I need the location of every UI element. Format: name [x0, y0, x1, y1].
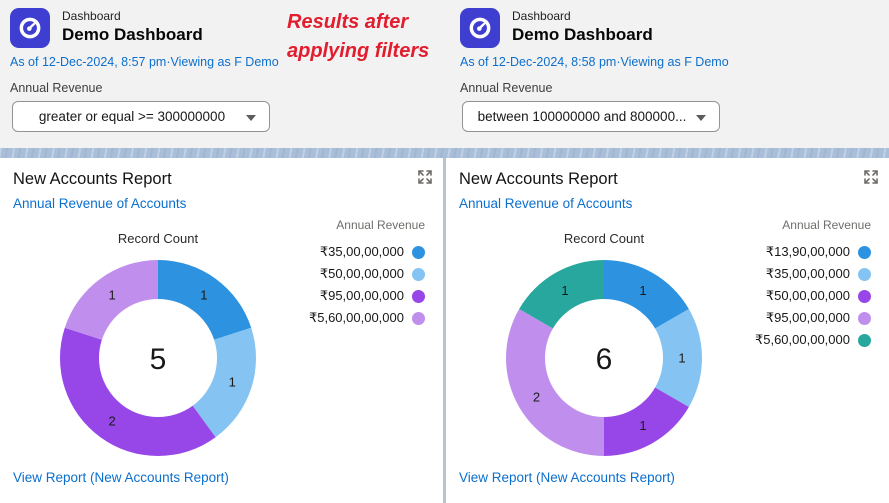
dropdown-selected-value: greater or equal >= 300000000 [38, 109, 226, 124]
segment-value-label: 1 [639, 283, 646, 298]
dropdown-selected-value: between 100000000 and 800000... [477, 109, 687, 124]
panels-row: New Accounts Report Annual Revenue of Ac… [0, 158, 889, 503]
annual-revenue-filter-dropdown[interactable]: greater or equal >= 300000000 [12, 101, 270, 132]
annotation-line2: applying filters [287, 40, 430, 62]
legend-label: ₹95,00,00,000 [319, 288, 404, 303]
dashboard-header-right: Dashboard Demo Dashboard As of 12-Dec-20… [460, 8, 889, 69]
donut-segment[interactable] [64, 260, 158, 340]
legend-color-dot [858, 333, 871, 347]
legend-item[interactable]: ₹35,00,00,000 [309, 241, 425, 263]
annotation-line1: Results after [287, 11, 409, 33]
segment-value-label: 1 [561, 283, 568, 298]
report-panel-left: New Accounts Report Annual Revenue of Ac… [0, 158, 443, 503]
chart-axis-title: Record Count [117, 231, 199, 246]
as-of-viewing-text[interactable]: As of 12-Dec-2024, 8:58 pm·Viewing as F … [460, 55, 729, 69]
chart-axis-title: Record Count [563, 231, 645, 246]
segment-value-label: 2 [533, 390, 540, 405]
dashboard-gauge-icon [10, 8, 50, 48]
segment-value-label: 1 [678, 351, 685, 366]
dashboard-title: Demo Dashboard [512, 25, 653, 44]
donut-segment[interactable] [604, 387, 689, 457]
legend-color-dot [412, 267, 425, 281]
donut-segment[interactable] [158, 260, 252, 340]
filter-header-area: Dashboard Demo Dashboard As of 12-Dec-20… [0, 0, 889, 148]
legend-item[interactable]: ₹13,90,00,000 [755, 241, 871, 263]
donut-segment[interactable] [655, 309, 702, 407]
legend-color-dot [858, 311, 871, 325]
filter-label: Annual Revenue [10, 81, 103, 95]
dashboard-title: Demo Dashboard [62, 25, 203, 44]
expand-icon[interactable] [863, 169, 879, 185]
legend-title: Annual Revenue [336, 218, 425, 232]
legend-color-dot [858, 245, 871, 259]
annual-revenue-filter-dropdown[interactable]: between 100000000 and 800000... [462, 101, 720, 132]
donut-segment[interactable] [519, 260, 604, 329]
legend-color-dot [412, 289, 425, 303]
report-subtitle-link[interactable]: Annual Revenue of Accounts [13, 196, 187, 211]
panel-divider [443, 158, 446, 503]
expand-icon[interactable] [417, 169, 433, 185]
donut-center-total: 6 [596, 343, 613, 376]
panel-title: New Accounts Report [13, 170, 172, 188]
legend-label: ₹13,90,00,000 [765, 244, 850, 259]
view-report-link[interactable]: View Report (New Accounts Report) [459, 470, 675, 485]
donut-chart: 1 1 2 1 5 [60, 260, 256, 456]
chart-legend: Annual Revenue ₹13,90,00,000 ₹35,00,00,00… [755, 218, 871, 351]
donut-chart: 1 1 1 2 1 6 [506, 260, 702, 457]
dashboard-background-strip [0, 148, 889, 158]
legend-color-dot [858, 289, 871, 303]
legend-label: ₹5,60,00,00,000 [754, 332, 850, 347]
segment-value-label: 2 [109, 414, 116, 429]
segment-value-label: 1 [639, 418, 646, 433]
legend-title: Annual Revenue [782, 218, 871, 232]
as-of-viewing-text[interactable]: As of 12-Dec-2024, 8:57 pm·Viewing as F … [10, 55, 279, 69]
legend-label: ₹50,00,00,000 [319, 266, 404, 281]
segment-value-label: 1 [200, 287, 207, 302]
legend-item[interactable]: ₹5,60,00,00,000 [755, 329, 871, 351]
legend-color-dot [858, 267, 871, 281]
app-label: Dashboard [62, 9, 121, 23]
results-annotation: Results after applying filters [287, 8, 429, 66]
report-panel-right: New Accounts Report Annual Revenue of Ac… [446, 158, 889, 503]
legend-item[interactable]: ₹95,00,00,000 [309, 285, 425, 307]
donut-segment[interactable] [604, 260, 689, 329]
legend-item[interactable]: ₹50,00,00,000 [309, 263, 425, 285]
legend-color-dot [412, 311, 425, 325]
legend-item[interactable]: ₹95,00,00,000 [755, 307, 871, 329]
chart-legend: Annual Revenue ₹35,00,00,000 ₹50,00,00,00… [309, 218, 425, 329]
report-subtitle-link[interactable]: Annual Revenue of Accounts [459, 196, 633, 211]
legend-label: ₹50,00,00,000 [765, 288, 850, 303]
filter-label: Annual Revenue [460, 81, 553, 95]
donut-segment[interactable] [506, 309, 604, 456]
dashboard-header-left: Dashboard Demo Dashboard As of 12-Dec-20… [10, 8, 440, 69]
app-label: Dashboard [512, 9, 571, 23]
chevron-down-icon [246, 115, 256, 121]
legend-item[interactable]: ₹5,60,00,00,000 [309, 307, 425, 329]
view-report-link[interactable]: View Report (New Accounts Report) [13, 470, 229, 485]
panel-title: New Accounts Report [459, 170, 618, 188]
legend-item[interactable]: ₹35,00,00,000 [755, 263, 871, 285]
legend-label: ₹35,00,00,000 [765, 266, 850, 281]
legend-item[interactable]: ₹50,00,00,000 [755, 285, 871, 307]
dashboard-gauge-icon [460, 8, 500, 48]
chevron-down-icon [696, 115, 706, 121]
donut-center-total: 5 [150, 343, 167, 376]
legend-label: ₹95,00,00,000 [765, 310, 850, 325]
legend-color-dot [412, 245, 425, 259]
segment-value-label: 1 [109, 287, 116, 302]
legend-label: ₹5,60,00,00,000 [308, 310, 404, 325]
donut-segment[interactable] [60, 327, 216, 456]
donut-segment[interactable] [192, 327, 256, 438]
legend-label: ₹35,00,00,000 [319, 244, 404, 259]
segment-value-label: 1 [229, 375, 236, 390]
